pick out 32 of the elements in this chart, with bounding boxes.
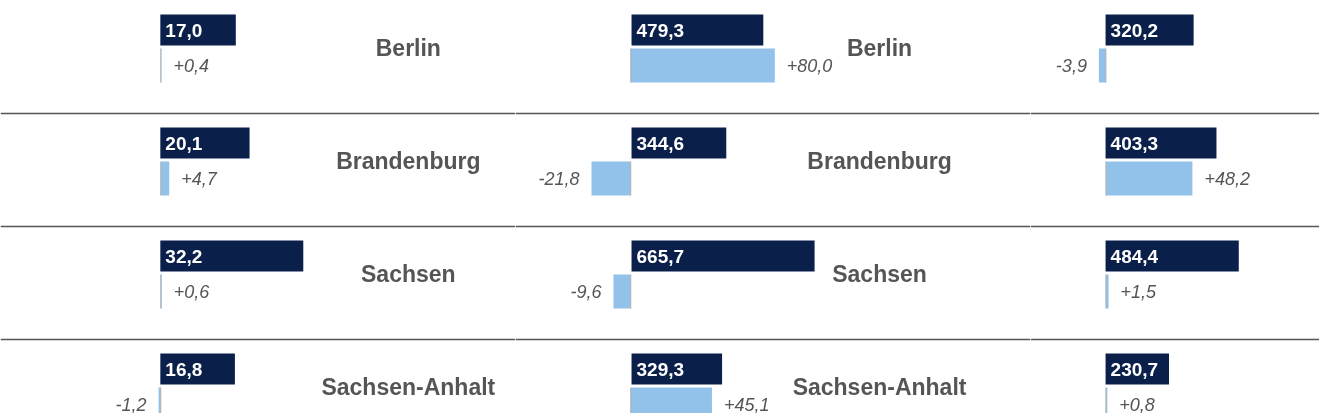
data-label: 344,6: [636, 132, 685, 154]
data-label: 230,7: [1110, 358, 1159, 380]
category-label: Sachsen-Anhalt: [321, 373, 496, 400]
category-label: Sachsen-Anhalt: [792, 373, 967, 400]
data-label: +0,8: [1119, 395, 1155, 413]
data-label: 17,0: [165, 19, 203, 41]
data-label: -9,6: [570, 282, 603, 302]
data-label: +48,2: [1204, 169, 1250, 189]
data-label: 403,3: [1110, 132, 1159, 154]
data-label: 484,4: [1110, 245, 1159, 267]
category-label: Brandenburg: [336, 147, 481, 174]
data-label: +0,4: [173, 56, 210, 76]
category-label: Brandenburg: [807, 147, 952, 174]
data-label: 32,2: [165, 245, 203, 267]
data-label: -1,2: [115, 395, 147, 413]
data-label: 16,8: [165, 358, 203, 380]
data-label: +1,5: [1120, 282, 1158, 302]
data-label: +0,6: [173, 282, 211, 302]
category-label: Berlin: [375, 34, 441, 61]
category-label: Berlin: [846, 34, 913, 61]
data-label: 20,1: [165, 132, 203, 154]
data-label: +4,7: [181, 169, 218, 189]
category-label: Sachsen: [361, 260, 456, 287]
data-label: 320,2: [1110, 19, 1159, 41]
data-label: -21,8: [538, 169, 580, 189]
data-label: -3,9: [1055, 56, 1087, 76]
data-label: 329,3: [636, 358, 685, 380]
data-label: +45,1: [723, 395, 770, 413]
category-label: Sachsen: [832, 260, 927, 287]
data-label: +80,0: [786, 56, 833, 76]
data-label: 479,3: [636, 19, 685, 41]
data-label: 665,7: [636, 245, 685, 267]
